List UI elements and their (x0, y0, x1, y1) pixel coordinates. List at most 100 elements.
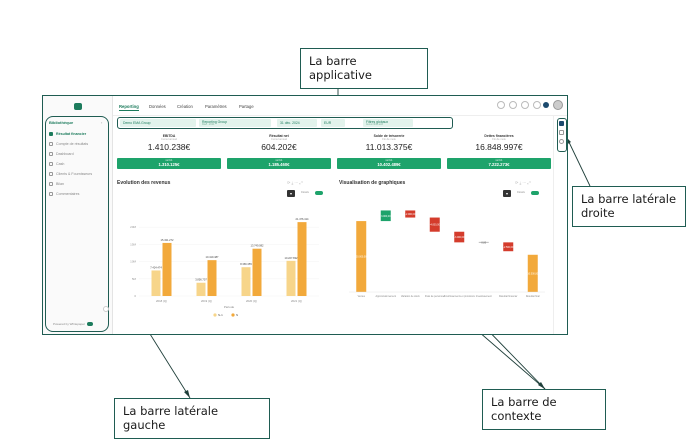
kpi-comparison-label: vs N-1 (275, 159, 283, 162)
bar[interactable] (196, 282, 206, 296)
filters-label: Filtres globaux (366, 119, 389, 124)
right-sidebar (553, 116, 567, 334)
settings-icon[interactable] (559, 139, 564, 144)
x-tick-label: Frais de personnel (425, 295, 445, 298)
sidebar-item-label: Compte de résultats (56, 142, 89, 146)
sidebar-item[interactable]: Dashboard (49, 152, 74, 156)
sidebar-item[interactable]: Commentaires (49, 192, 79, 196)
chevron-left-icon[interactable]: ‹ (101, 120, 103, 125)
bar[interactable] (286, 260, 296, 296)
callout-context-bar: La barre de contexte (482, 389, 606, 430)
more-icon[interactable]: ⋯ (294, 180, 299, 185)
callout-right-sidebar: La barre latérale droite (572, 186, 686, 227)
panel-title: Visualisation de graphiques (339, 180, 406, 186)
sidebar-item-label: Bilan (56, 182, 64, 186)
bar[interactable] (162, 242, 172, 296)
bar[interactable] (151, 270, 161, 296)
context-filters[interactable]: Filtres globaux Aucun filtre actif (363, 119, 413, 127)
revenue-bar-chart: 0 5M 10M 15M 20M 7.424.474 15.431.272 2018 (Q) 3… (130, 217, 319, 317)
callout-left-sidebar: La barre latérale gauche (114, 398, 270, 439)
sidebar-header[interactable]: Bibliothèque (49, 120, 74, 125)
refresh-icon[interactable]: ⟳ (515, 180, 519, 185)
filter-icon[interactable] (559, 121, 564, 126)
kpi-card[interactable]: Solde de trésorerie Fin de mois 11.013.375… (337, 134, 441, 170)
sidebar-item-label: Cash (56, 162, 65, 166)
kpi-card[interactable]: Dettes financières Fin de mois 16.848.997€… (447, 134, 551, 170)
download-icon[interactable] (509, 101, 517, 109)
waterfall-bar[interactable] (454, 231, 465, 243)
waterfall-bar[interactable] (478, 241, 489, 243)
details-toggle[interactable] (315, 191, 323, 195)
context-reporting[interactable]: Reporting Group Réel - 2024 (199, 119, 271, 127)
x-tick-label: 2021 (Q) (291, 299, 302, 303)
kpi-name: Résultat net (269, 134, 289, 138)
download-icon[interactable]: ⤓ (519, 180, 522, 185)
sidebar-item-label: Clients & Fournisseurs (56, 172, 93, 176)
sidebar-item[interactable]: Résultat financier (49, 132, 86, 136)
sidebar-item[interactable]: Bilan (49, 182, 64, 186)
waterfall-bar[interactable] (356, 221, 367, 292)
app-window: Bibliothèque ‹ Résultat financier Compte … (42, 95, 568, 335)
expand-icon[interactable]: ⤢ (299, 180, 303, 185)
users-icon (49, 172, 53, 176)
logo-icon (73, 102, 82, 110)
waterfall-data-label: -3.000,00 (454, 236, 465, 239)
legend-swatch (213, 313, 217, 317)
notification-icon[interactable] (533, 101, 541, 109)
nav-partage[interactable]: Partage (239, 104, 254, 109)
comment-icon[interactable] (559, 130, 564, 135)
nav-parametres[interactable]: Paramètres (205, 104, 227, 109)
nav-creation[interactable]: Création (177, 104, 193, 109)
dashboard-icon (49, 152, 53, 156)
waterfall-bar[interactable] (527, 254, 538, 292)
refresh-icon[interactable] (521, 101, 529, 109)
balance-icon (49, 182, 53, 186)
kpi-name: EBITDA (162, 134, 176, 138)
kpi-card[interactable]: EBITDA Cumul annuel 1.410.238€ vs N-1 1.310.… (117, 134, 221, 170)
context-date[interactable]: 31 déc. 2024 (277, 119, 317, 127)
filter-button[interactable]: ▾ (287, 190, 295, 197)
x-axis-label: Période (224, 305, 235, 309)
details-toggle[interactable] (531, 191, 539, 195)
nav-reporting[interactable]: Reporting (119, 104, 139, 111)
y-tick-label: 10M (130, 260, 136, 264)
app-logo[interactable] (43, 96, 112, 116)
waterfall-data-label: 20.000,00 (356, 256, 367, 259)
bar[interactable] (252, 248, 262, 296)
waterfall-bar[interactable] (380, 210, 391, 222)
expand-icon[interactable]: ⤢ (527, 180, 531, 185)
filter-button[interactable]: ▾ (503, 190, 511, 197)
collapse-sidebar-button[interactable] (103, 306, 109, 312)
waterfall-bar[interactable] (405, 210, 416, 218)
context-currency[interactable]: EUR (321, 119, 345, 127)
kpi-subtitle: Cumul annuel (270, 138, 287, 141)
more-icon[interactable]: ⋯ (522, 180, 527, 185)
bar[interactable] (297, 222, 307, 296)
visualisation-panel: Visualisation de graphiques ⟳ ⤓ ⋯ ⤢ ▾ Dé… (339, 180, 551, 330)
bar-data-label: 3.856.707 (195, 278, 207, 282)
sidebar-item[interactable]: Cash (49, 162, 64, 166)
bar-data-label: 8.366.355 (240, 262, 252, 266)
avatar[interactable] (553, 100, 563, 110)
refresh-icon[interactable]: ⟳ (287, 180, 291, 185)
context-company[interactable]: Demo EMA Group (120, 119, 196, 127)
waterfall-bar[interactable] (503, 242, 514, 252)
kpi-card[interactable]: Résultat net Cumul annuel 604.202€ vs N-1 1.… (227, 134, 331, 170)
bar[interactable] (207, 260, 217, 296)
waterfall-bar[interactable] (429, 217, 440, 232)
sidebar-item[interactable]: Compte de résultats (49, 142, 88, 146)
waterfall-data-label: -2.000,00 (405, 213, 416, 216)
x-tick-label: Variation de stock (401, 295, 421, 298)
sidebar-item[interactable]: Clients & Fournisseurs (49, 172, 92, 176)
nav-donnees[interactable]: Données (149, 104, 166, 109)
kpi-value: 604.202€ (261, 142, 297, 152)
whitepaper-logo-icon (87, 322, 94, 326)
help-icon[interactable] (497, 101, 505, 109)
x-tick-label: Ventes (358, 295, 366, 298)
bar[interactable] (241, 267, 251, 296)
waterfall-data-label: 0,00 (481, 241, 486, 244)
legend-label: N-1 (218, 313, 223, 317)
settings-icon[interactable] (543, 102, 549, 108)
kpi-comparison-value: 1.310.125€ (158, 162, 180, 167)
download-icon[interactable]: ⤓ (291, 180, 294, 185)
